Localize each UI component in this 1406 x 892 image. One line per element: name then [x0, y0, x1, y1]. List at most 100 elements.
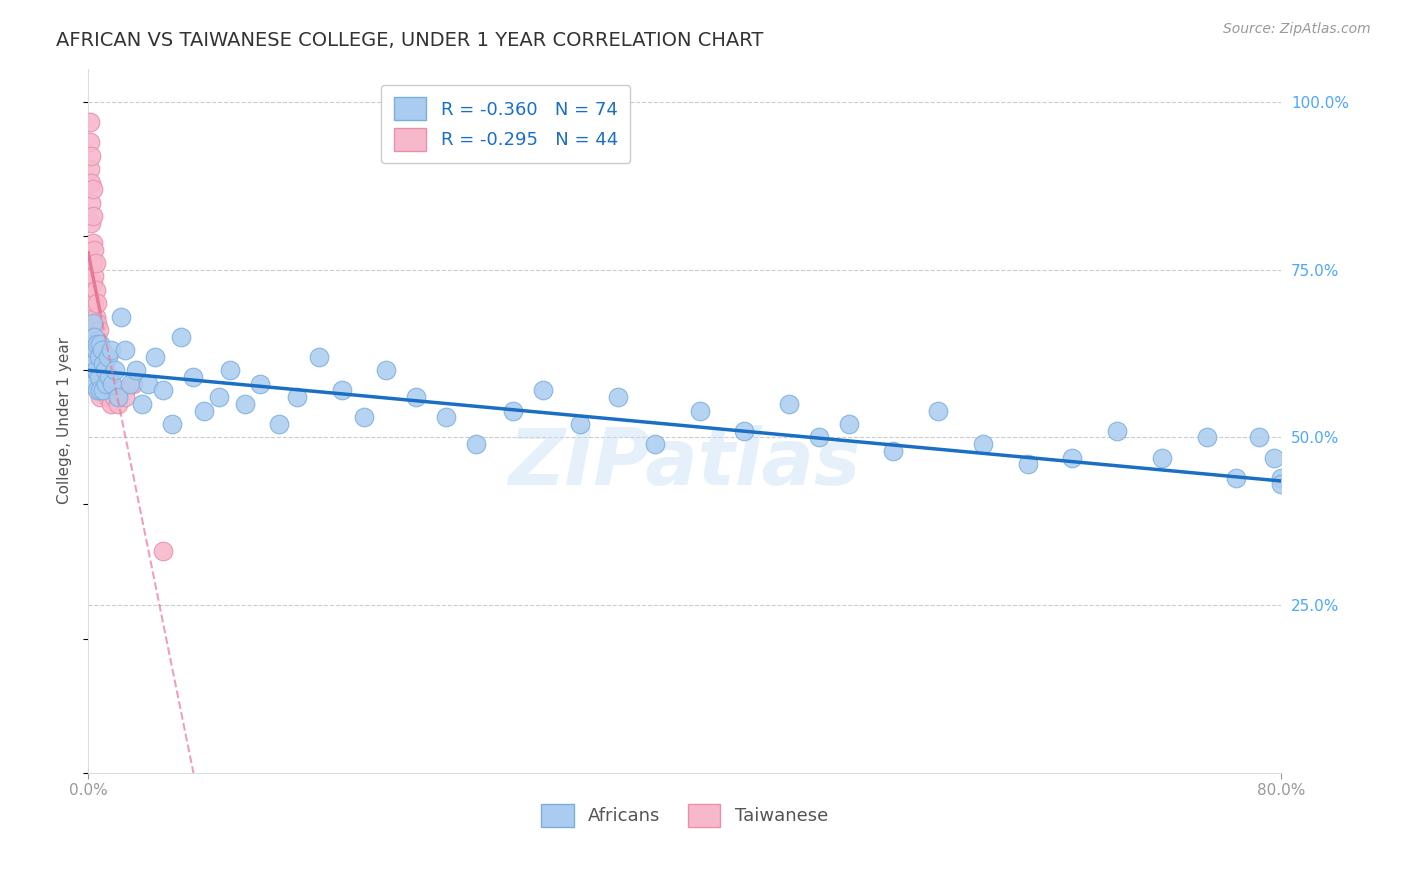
Point — [84, 310, 107, 324]
Point — [87, 323, 110, 337]
Point — [122, 376, 145, 391]
Point — [778, 397, 800, 411]
Point — [86, 343, 108, 358]
Point — [1195, 430, 1218, 444]
Point — [89, 390, 111, 404]
Point — [82, 276, 104, 290]
Point — [1225, 470, 1247, 484]
Point — [96, 390, 118, 404]
Point — [1017, 457, 1039, 471]
Text: AFRICAN VS TAIWANESE COLLEGE, UNDER 1 YEAR CORRELATION CHART: AFRICAN VS TAIWANESE COLLEGE, UNDER 1 YE… — [56, 31, 763, 50]
Point — [1270, 470, 1292, 484]
Point — [89, 350, 111, 364]
Point — [101, 376, 124, 391]
Point — [84, 283, 107, 297]
Point — [84, 336, 107, 351]
Point — [84, 363, 107, 377]
Point — [80, 149, 103, 163]
Point — [83, 269, 105, 284]
Point — [1247, 430, 1270, 444]
Point — [152, 384, 174, 398]
Point — [91, 350, 114, 364]
Point — [83, 330, 105, 344]
Point — [110, 310, 132, 324]
Point — [160, 417, 183, 431]
Point — [86, 384, 108, 398]
Point — [218, 363, 240, 377]
Point — [80, 376, 103, 391]
Point — [181, 370, 204, 384]
Point — [464, 437, 486, 451]
Point — [104, 363, 127, 377]
Point — [169, 330, 191, 344]
Text: Source: ZipAtlas.com: Source: ZipAtlas.com — [1223, 22, 1371, 37]
Point — [93, 363, 115, 377]
Point — [193, 403, 215, 417]
Point — [91, 376, 114, 391]
Point — [107, 390, 129, 404]
Point — [434, 410, 457, 425]
Point — [80, 176, 103, 190]
Point — [152, 544, 174, 558]
Point — [93, 384, 115, 398]
Point — [882, 443, 904, 458]
Point — [1270, 477, 1292, 491]
Point — [89, 370, 111, 384]
Point — [308, 350, 330, 364]
Point — [972, 437, 994, 451]
Point — [80, 195, 103, 210]
Legend: Africans, Taiwanese: Africans, Taiwanese — [534, 797, 835, 834]
Point — [644, 437, 666, 451]
Point — [79, 162, 101, 177]
Point — [86, 336, 108, 351]
Point — [100, 343, 122, 358]
Point — [569, 417, 592, 431]
Point — [86, 317, 108, 331]
Point — [375, 363, 398, 377]
Point — [1150, 450, 1173, 465]
Point — [233, 397, 256, 411]
Point — [87, 350, 110, 364]
Point — [91, 357, 114, 371]
Point — [110, 384, 132, 398]
Point — [531, 384, 554, 398]
Point — [927, 403, 949, 417]
Point — [689, 403, 711, 417]
Point — [353, 410, 375, 425]
Point — [90, 384, 112, 398]
Point — [91, 384, 114, 398]
Point — [80, 216, 103, 230]
Point — [807, 430, 830, 444]
Point — [96, 350, 118, 364]
Point — [1062, 450, 1084, 465]
Point — [90, 363, 112, 377]
Point — [249, 376, 271, 391]
Point — [83, 376, 105, 391]
Point — [79, 350, 101, 364]
Point — [107, 397, 129, 411]
Point — [94, 376, 117, 391]
Point — [267, 417, 290, 431]
Point — [98, 370, 121, 384]
Point — [79, 136, 101, 150]
Point — [100, 397, 122, 411]
Point — [118, 376, 141, 391]
Point — [87, 370, 110, 384]
Point — [90, 343, 112, 358]
Point — [80, 336, 103, 351]
Point — [83, 243, 105, 257]
Point — [94, 384, 117, 398]
Point — [82, 357, 104, 371]
Point — [114, 343, 136, 358]
Point — [79, 115, 101, 129]
Point — [82, 317, 104, 331]
Point — [86, 363, 108, 377]
Point — [87, 350, 110, 364]
Point — [125, 363, 148, 377]
Point — [82, 209, 104, 223]
Point — [733, 424, 755, 438]
Point — [502, 403, 524, 417]
Point — [330, 384, 353, 398]
Point — [89, 336, 111, 351]
Point — [405, 390, 427, 404]
